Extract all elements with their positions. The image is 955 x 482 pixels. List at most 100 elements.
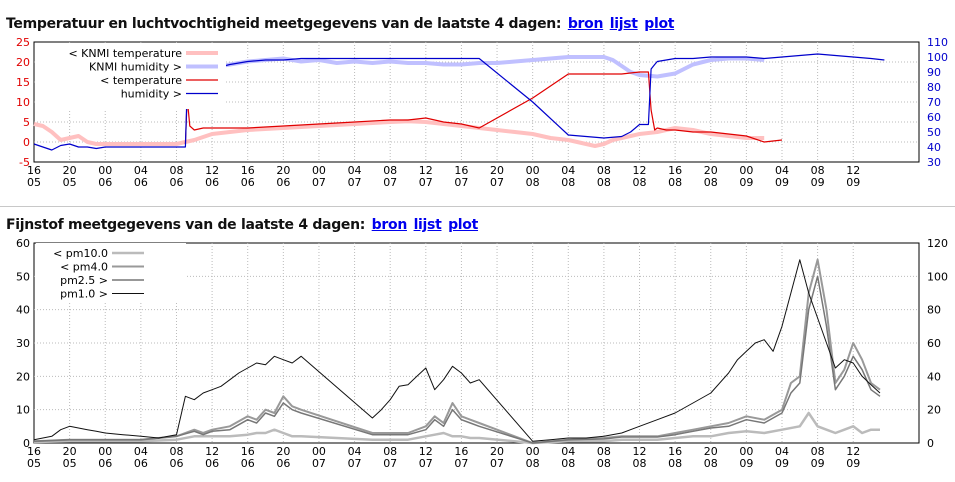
y2-tick-label: 90 [927,66,941,79]
y-tick-label: 5 [23,116,30,129]
x-tick-label: 08 [526,176,540,189]
x-tick-label: 16 [27,445,41,458]
x-tick-label: 20 [276,164,290,177]
x-tick-label: 04 [561,164,575,177]
x-tick-label: 08 [526,457,540,470]
x-tick-label: 00 [312,164,326,177]
y2-tick-label: 60 [927,337,941,350]
x-tick-label: 16 [668,445,682,458]
x-tick-label: 00 [526,445,540,458]
y2-tick-label: 0 [927,437,934,450]
y2-tick-label: 40 [927,370,941,383]
section-title-text: Temperatuur en luchtvochtigheid meetgege… [6,16,562,32]
y-tick-label: 40 [16,304,30,317]
legend-label: pm1.0 > [60,288,108,301]
x-tick-label: 07 [454,176,468,189]
legend-label: < pm10.0 [53,247,108,260]
x-tick-label: 12 [846,164,860,177]
x-tick-label: 07 [348,457,362,470]
x-tick-label: 07 [490,176,504,189]
x-tick-label: 08 [383,164,397,177]
x-tick-label: 06 [98,176,112,189]
x-tick-label: 16 [241,164,255,177]
x-tick-label: 07 [312,176,326,189]
series-line [33,258,881,444]
y-tick-label: 60 [16,237,30,250]
x-tick-label: 08 [169,164,183,177]
y2-tick-label: 50 [927,126,941,139]
x-tick-label: 06 [205,457,219,470]
x-tick-label: 07 [383,176,397,189]
x-tick-label: 08 [633,457,647,470]
x-tick-label: 00 [739,164,753,177]
x-tick-label: 08 [597,457,611,470]
x-tick-label: 07 [383,457,397,470]
x-tick-label: 12 [846,445,860,458]
link-bron[interactable]: bron [567,16,604,32]
link-lijst[interactable]: lijst [413,217,442,233]
link-bron[interactable]: bron [371,217,408,233]
x-tick-label: 09 [739,176,753,189]
x-tick-label: 09 [811,176,825,189]
legend-box [36,243,186,303]
y-tick-label: 15 [16,76,30,89]
legend-label: humidity > [121,88,182,101]
x-tick-label: 00 [98,445,112,458]
x-tick-label: 06 [169,176,183,189]
y2-tick-label: 110 [927,36,948,49]
y2-tick-label: 40 [927,141,941,154]
x-tick-label: 07 [454,457,468,470]
x-tick-label: 08 [704,457,718,470]
x-tick-label: 16 [454,445,468,458]
x-tick-label: 12 [419,445,433,458]
x-tick-label: 08 [561,176,575,189]
y2-tick-label: 60 [927,111,941,124]
x-tick-label: 05 [63,457,77,470]
link-plot[interactable]: plot [448,217,479,233]
x-tick-label: 09 [811,457,825,470]
x-tick-label: 20 [490,164,504,177]
x-tick-label: 07 [490,457,504,470]
series-line [33,411,880,445]
x-tick-label: 08 [668,176,682,189]
x-tick-label: 07 [419,176,433,189]
x-tick-label: 04 [775,445,789,458]
x-tick-label: 09 [739,457,753,470]
x-tick-label: 05 [63,176,77,189]
x-tick-label: 09 [775,176,789,189]
series-line [33,259,881,442]
divider [0,206,955,207]
y-tick-label: 20 [16,370,30,383]
x-tick-label: 04 [561,445,575,458]
x-tick-label: 20 [704,445,718,458]
x-tick-label: 04 [134,164,148,177]
series-line [184,71,783,145]
link-plot[interactable]: plot [644,16,675,32]
y-tick-label: 0 [23,136,30,149]
x-tick-label: 04 [775,164,789,177]
y-tick-label: 20 [16,56,30,69]
x-tick-label: 16 [27,164,41,177]
x-tick-label: 06 [241,457,255,470]
x-tick-label: 12 [633,164,647,177]
y-tick-label: 10 [16,96,30,109]
y-tick-label: 10 [16,404,30,417]
x-tick-label: 12 [205,445,219,458]
x-tick-label: 06 [241,176,255,189]
x-tick-label: 20 [276,445,290,458]
x-tick-label: 06 [134,457,148,470]
y2-tick-label: 100 [927,270,948,283]
y-tick-label: 0 [23,437,30,450]
link-lijst[interactable]: lijst [609,16,638,32]
x-tick-label: 08 [561,457,575,470]
y2-tick-label: 70 [927,96,941,109]
y-tick-label: 30 [16,337,30,350]
x-tick-label: 08 [633,176,647,189]
x-tick-label: 04 [348,164,362,177]
x-tick-label: 16 [241,445,255,458]
x-tick-label: 20 [490,445,504,458]
x-tick-label: 00 [98,164,112,177]
y-tick-label: 25 [16,36,30,49]
section-title-text: Fijnstof meetgegevens van de laatste 4 d… [6,217,366,233]
x-tick-label: 09 [846,457,860,470]
